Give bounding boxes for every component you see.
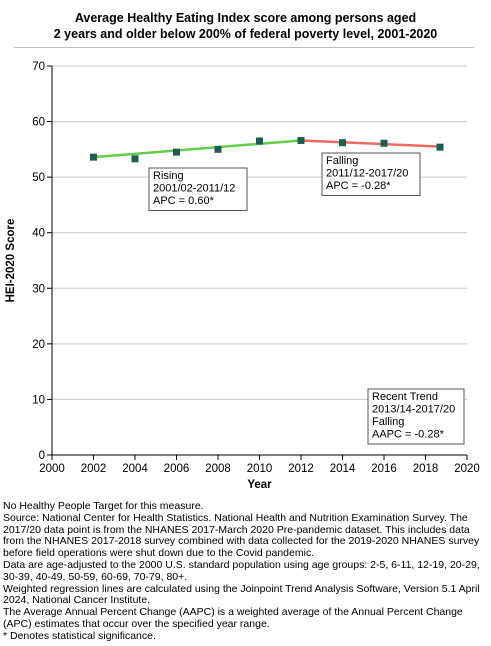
x-tick-label: 2016 (371, 463, 397, 475)
data-point (214, 145, 222, 153)
y-tick-label: 40 (32, 228, 45, 240)
trend-line-falling (300, 139, 441, 148)
data-point (256, 137, 263, 145)
x-tick-label: 2008 (205, 463, 231, 475)
footnote-age-adjust: Data are age-adjusted to the 2000 U.S. s… (3, 558, 480, 583)
footnote-significance: * Denotes statistical significance. (3, 629, 156, 642)
data-point (339, 139, 346, 147)
data-point (380, 139, 388, 147)
falling-annotation-line: APC = -0.28* (326, 180, 391, 192)
data-point (297, 136, 305, 144)
footnote-aapc: The Average Annual Percent Change (AAPC)… (3, 606, 463, 630)
recent-trend-annotation-line: 2013/14-2017/20 (372, 404, 455, 416)
x-axis-title: Year (247, 479, 272, 491)
x-tick-label: 2006 (164, 463, 190, 475)
data-point (436, 143, 444, 151)
y-tick-label: 0 (39, 450, 45, 462)
chart-title: Average Healthy Eating Index score among… (0, 10, 491, 42)
y-tick-label: 70 (32, 61, 45, 73)
y-tick-label: 20 (32, 339, 45, 351)
y-axis-title: HEI-2020 Score (5, 219, 17, 303)
x-tick-label: 2020 (454, 463, 480, 475)
y-tick-label: 10 (32, 394, 45, 406)
x-tick-label: 2004 (122, 463, 148, 475)
footnote-regression: Weighted regression lines are calculated… (3, 582, 480, 607)
recent-trend-annotation-line: Falling (372, 416, 404, 428)
x-tick-label: 2002 (81, 463, 107, 475)
footnote-source: Source: National Center for Health Stati… (3, 511, 480, 560)
falling-annotation-line: Falling (326, 155, 358, 167)
y-tick-label: 60 (32, 117, 45, 129)
y-tick-label: 30 (32, 283, 45, 295)
x-tick-label: 2018 (413, 463, 439, 475)
x-tick-label: 2000 (39, 463, 65, 475)
recent-trend-annotation-line: Recent Trend (372, 391, 438, 403)
footnotes: No Healthy People Target for this measur… (3, 500, 489, 643)
data-point (90, 153, 97, 161)
title-line-2: 2 years and older below 200% of federal … (53, 27, 438, 41)
falling-annotation-box (321, 152, 421, 196)
rising-annotation-box (148, 167, 248, 211)
title-line-1: Average Healthy Eating Index score among… (74, 11, 417, 25)
line-chart: 0 10 20 30 40 50 60 70 2000 2002 2004 2006 2008 2010 2… (5, 61, 480, 491)
recent-trend-annotation-line: AAPC = -0.28* (372, 429, 445, 441)
x-tick-label: 2010 (247, 463, 273, 475)
x-tick-label: 2012 (288, 463, 314, 475)
data-point (131, 155, 139, 163)
y-tick-label: 50 (32, 172, 45, 184)
rising-annotation-line: Rising (153, 170, 184, 182)
rising-annotation-line: APC = 0.60* (153, 195, 215, 207)
rising-annotation-line: 2001/02-2011/12 (153, 183, 235, 195)
x-tick-label: 2014 (330, 463, 356, 475)
falling-annotation-line: 2011/12-2017/20 (326, 168, 408, 180)
recent-trend-annotation-box (367, 388, 465, 445)
title-divider (14, 47, 474, 48)
footnote-target: No Healthy People Target for this measur… (3, 500, 204, 512)
data-point (173, 148, 180, 156)
trend-line-rising (93, 139, 302, 159)
